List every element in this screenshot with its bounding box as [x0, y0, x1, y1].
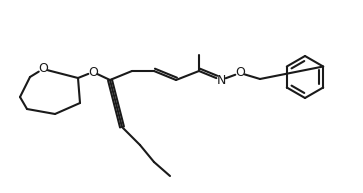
- Text: N: N: [216, 74, 226, 86]
- Text: O: O: [235, 67, 245, 80]
- Text: O: O: [88, 65, 98, 79]
- Text: O: O: [38, 63, 48, 75]
